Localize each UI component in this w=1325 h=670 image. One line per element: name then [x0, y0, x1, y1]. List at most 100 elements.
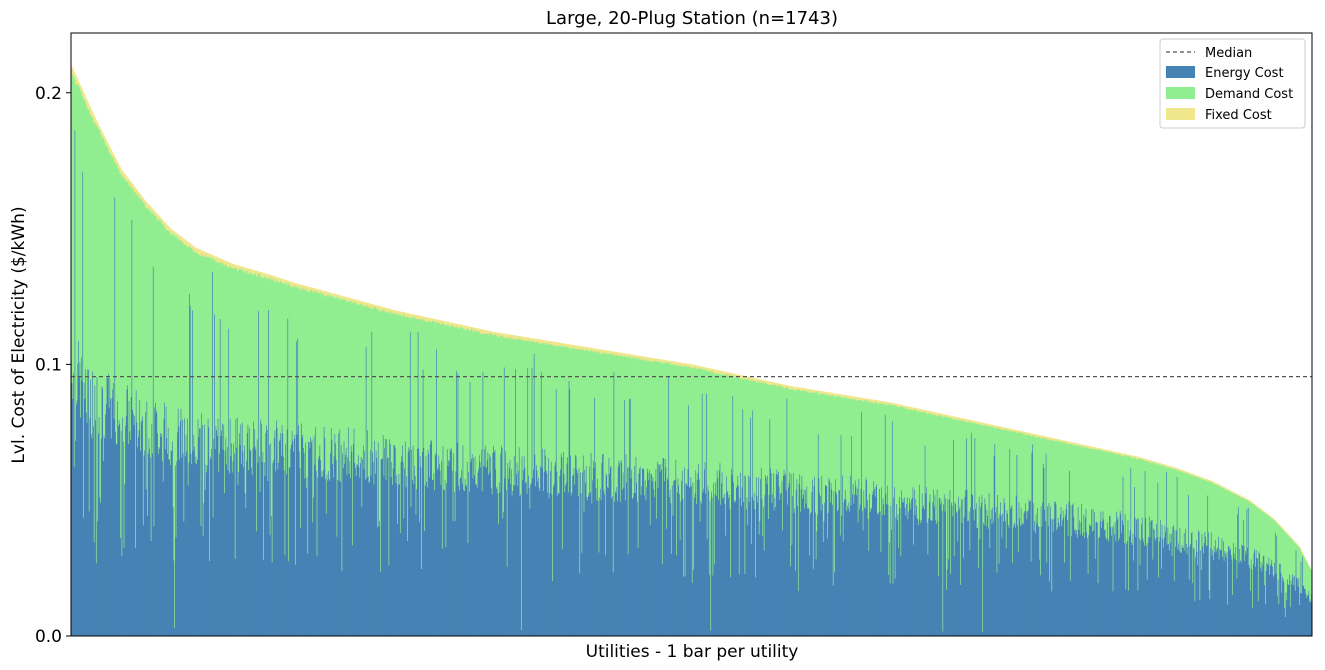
bar-energy-cost — [854, 494, 856, 636]
bar-demand-cost — [911, 410, 913, 498]
bar-fixed-cost — [1014, 429, 1016, 432]
bar-demand-cost — [441, 323, 443, 461]
bar-demand-cost — [486, 333, 488, 468]
bar-demand-cost — [648, 361, 650, 481]
bar-demand-cost — [910, 409, 912, 510]
bar-fixed-cost — [406, 312, 408, 317]
bar-demand-cost — [370, 308, 372, 451]
bar-fixed-cost — [402, 311, 404, 317]
bar-energy-cost — [767, 475, 769, 636]
bar-fixed-cost — [527, 337, 529, 341]
bar-demand-cost — [995, 428, 997, 507]
bar-fixed-cost — [1026, 432, 1028, 435]
bar-fixed-cost — [797, 387, 800, 389]
bar-energy-cost — [606, 475, 608, 636]
bar-demand-cost — [175, 237, 177, 538]
bar-fixed-cost — [884, 401, 886, 406]
bar-fixed-cost — [122, 170, 124, 178]
bar-energy-cost — [1210, 548, 1212, 636]
bar-energy-cost — [192, 310, 194, 636]
bar-energy-cost — [656, 518, 658, 636]
bar-fixed-cost — [402, 312, 404, 315]
bar-demand-cost — [386, 311, 388, 440]
bar-demand-cost — [595, 350, 597, 489]
bar-energy-cost — [527, 368, 529, 636]
bar-energy-cost — [689, 486, 691, 636]
bar-fixed-cost — [869, 399, 871, 401]
bar-energy-cost — [1160, 520, 1162, 636]
bar-demand-cost — [323, 293, 325, 471]
bar-demand-cost — [511, 338, 513, 496]
bar-demand-cost — [1087, 448, 1089, 574]
bar-demand-cost — [757, 382, 759, 503]
bar-energy-cost — [965, 438, 968, 636]
bar-demand-cost — [857, 400, 859, 489]
bar-fixed-cost — [995, 425, 997, 429]
bar-energy-cost — [444, 479, 446, 636]
bar-fixed-cost — [604, 350, 607, 354]
bar-fixed-cost — [535, 338, 537, 343]
bar-demand-cost — [435, 321, 437, 454]
bar-fixed-cost — [694, 365, 696, 368]
bar-energy-cost — [73, 372, 75, 636]
bar-demand-cost — [841, 397, 843, 516]
bar-fixed-cost — [578, 345, 580, 350]
bar-energy-cost — [713, 564, 715, 636]
bar-energy-cost — [728, 497, 730, 636]
bar-demand-cost — [546, 342, 548, 474]
bar-fixed-cost — [610, 351, 612, 355]
bar-demand-cost — [1064, 442, 1066, 563]
bar-energy-cost — [828, 477, 830, 636]
bar-energy-cost — [310, 442, 313, 636]
bar-fixed-cost — [177, 234, 179, 241]
bar-fixed-cost — [88, 103, 90, 110]
bar-fixed-cost — [953, 416, 955, 420]
bar-demand-cost — [1036, 437, 1038, 524]
bar-fixed-cost — [715, 369, 717, 374]
bar-demand-cost — [744, 378, 746, 574]
bar-energy-cost — [1194, 600, 1196, 636]
bar-fixed-cost — [885, 401, 887, 406]
bar-fixed-cost — [808, 389, 810, 392]
bar-demand-cost — [778, 385, 780, 473]
bar-demand-cost — [985, 425, 987, 527]
bar-demand-cost — [704, 369, 706, 463]
bar-energy-cost — [357, 465, 359, 636]
bar-fixed-cost — [1009, 428, 1011, 431]
bar-demand-cost — [226, 266, 228, 448]
bar-fixed-cost — [620, 352, 622, 357]
bar-fixed-cost — [800, 387, 802, 392]
bar-fixed-cost — [1080, 444, 1082, 447]
bar-energy-cost — [973, 509, 975, 636]
bar-demand-cost — [1174, 468, 1176, 530]
bar-demand-cost — [797, 389, 799, 507]
bar-energy-cost — [585, 465, 587, 636]
bar-energy-cost — [856, 495, 858, 636]
bar-demand-cost — [623, 355, 625, 488]
bar-fixed-cost — [824, 391, 826, 394]
bar-energy-cost — [1224, 550, 1226, 636]
bar-fixed-cost — [244, 267, 246, 273]
bar-fixed-cost — [278, 277, 280, 283]
bar-fixed-cost — [852, 396, 854, 399]
bar-demand-cost — [476, 331, 478, 485]
bar-demand-cost — [384, 311, 386, 449]
bar-fixed-cost — [295, 283, 298, 287]
bar-fixed-cost — [1165, 464, 1167, 467]
bar-fixed-cost — [1096, 447, 1099, 450]
bar-fixed-cost — [714, 369, 716, 374]
bar-fixed-cost — [235, 264, 237, 268]
bar-fixed-cost — [119, 166, 121, 174]
bar-energy-cost — [189, 306, 191, 636]
bar-energy-cost — [345, 454, 347, 636]
bar-energy-cost — [501, 445, 503, 636]
bar-energy-cost — [562, 452, 565, 636]
bar-fixed-cost — [1104, 449, 1106, 452]
bar-demand-cost — [968, 421, 970, 512]
bar-fixed-cost — [1205, 478, 1207, 480]
bar-demand-cost — [1111, 453, 1113, 528]
bar-fixed-cost — [970, 420, 972, 423]
bar-fixed-cost — [491, 331, 493, 335]
bar-fixed-cost — [503, 333, 505, 338]
bar-demand-cost — [555, 346, 557, 390]
